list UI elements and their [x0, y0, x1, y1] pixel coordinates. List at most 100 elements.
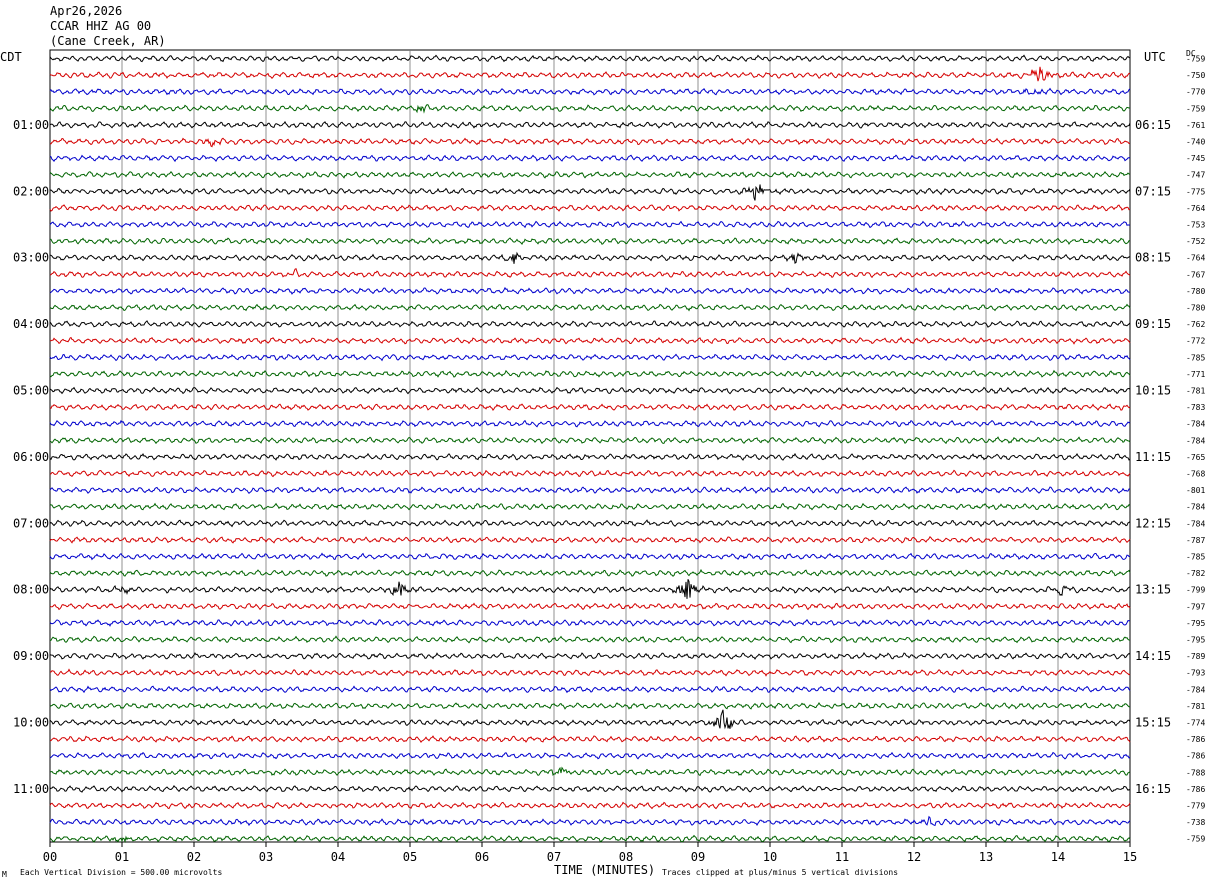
seismic-trace: [49, 170, 1131, 179]
left-hour-label: 05:00: [13, 384, 49, 398]
left-hour-label: 08:00: [13, 583, 49, 597]
right-hour-label: 06:15: [1135, 118, 1171, 132]
dc-offset-label: -759: [1186, 835, 1205, 844]
dc-offset-label: -764: [1186, 254, 1205, 263]
dc-offset-label: -795: [1186, 619, 1205, 628]
dc-offset-label: -759: [1186, 55, 1205, 64]
dc-offset-label: -787: [1186, 536, 1205, 545]
dc-offset-label: -789: [1186, 652, 1205, 661]
dc-offset-label: -799: [1186, 586, 1205, 595]
dc-offset-label: -786: [1186, 735, 1205, 744]
plot-frame: [49, 49, 1131, 843]
seismic-trace: [49, 519, 1131, 528]
seismic-trace: [49, 286, 1131, 295]
seismic-trace: [49, 452, 1131, 461]
x-tick-label: 05: [403, 850, 417, 864]
dc-offset-label: -765: [1186, 453, 1205, 462]
seismic-trace: [49, 137, 1131, 148]
x-tick-label: 10: [763, 850, 777, 864]
seismic-trace: [49, 635, 1131, 644]
seismic-trace: [49, 486, 1131, 495]
seismic-trace: [49, 568, 1131, 578]
dc-offset-label: -795: [1186, 636, 1205, 645]
seismic-trace: [49, 469, 1131, 478]
dc-offset-label: -781: [1186, 387, 1205, 396]
dc-offset-label: -764: [1186, 204, 1205, 213]
seismic-trace: [49, 204, 1131, 212]
seismic-trace: [49, 184, 1131, 201]
left-hour-label: 10:00: [13, 716, 49, 730]
dc-offset-label: -762: [1186, 320, 1205, 329]
seismic-trace: [49, 652, 1131, 660]
right-hour-label: 10:15: [1135, 384, 1171, 398]
dc-offset-label: -740: [1186, 138, 1205, 147]
seismic-trace: [49, 536, 1131, 544]
right-hour-label: 11:15: [1135, 450, 1171, 464]
left-hour-label: 02:00: [13, 184, 49, 198]
seismic-trace: [49, 154, 1131, 163]
seismic-trace: [49, 353, 1131, 362]
seismic-trace: [49, 801, 1131, 810]
seismic-trace: [49, 386, 1131, 395]
scale-note: Each Vertical Division = 500.00 microvol…: [20, 868, 223, 877]
left-hour-label: 04:00: [13, 317, 49, 331]
seismic-trace: [49, 66, 1131, 82]
x-tick-label: 11: [835, 850, 849, 864]
right-hour-label: 15:15: [1135, 716, 1171, 730]
seismic-trace: [49, 303, 1131, 312]
seismic-trace: [50, 668, 1131, 677]
seismic-trace: [49, 320, 1131, 328]
left-timezone-label: CDT: [0, 50, 22, 64]
dc-offset-label: -767: [1186, 270, 1205, 279]
x-tick-label: 13: [979, 850, 993, 864]
x-axis-label: TIME (MINUTES): [554, 863, 656, 877]
seismic-trace: [49, 834, 1131, 844]
dc-offset-label: -750: [1186, 71, 1205, 80]
x-tick-label: 12: [907, 850, 921, 864]
dc-offset-label: -780: [1186, 304, 1205, 313]
seismic-trace: [49, 579, 1131, 599]
seismic-trace: [49, 87, 1131, 96]
x-tick-label: 02: [187, 850, 201, 864]
right-hour-label: 14:15: [1135, 649, 1171, 663]
corner-mark: M: [2, 870, 7, 879]
header-date: Apr26,2026: [50, 4, 123, 18]
left-hour-label: 03:00: [13, 251, 49, 265]
dc-offset-label: -784: [1186, 436, 1205, 445]
left-hour-label: 07:00: [13, 516, 49, 530]
dc-offset-label: -784: [1186, 420, 1205, 429]
seismic-trace: [49, 751, 1131, 760]
dc-offset-label: -785: [1186, 353, 1205, 362]
dc-offset-label: -772: [1186, 337, 1205, 346]
dc-offset-label: -782: [1186, 569, 1205, 578]
seismic-trace: [49, 618, 1131, 627]
seismic-trace: [49, 120, 1131, 129]
right-hour-label: 09:15: [1135, 317, 1171, 331]
dc-offset-label: -784: [1186, 685, 1205, 694]
dc-offset-label: -768: [1186, 470, 1205, 479]
dc-offset-label: -753: [1186, 221, 1205, 230]
x-tick-label: 01: [115, 850, 129, 864]
seismic-trace: [49, 602, 1131, 611]
dc-offset-label: -779: [1186, 802, 1205, 811]
right-hour-label: 07:15: [1135, 184, 1171, 198]
seismic-trace: [50, 336, 1131, 345]
right-hour-label: 16:15: [1135, 782, 1171, 796]
seismic-trace: [49, 436, 1131, 445]
seismic-trace: [49, 766, 1131, 777]
dc-offset-label: -775: [1186, 187, 1205, 196]
x-tick-label: 03: [259, 850, 273, 864]
right-hour-label: 08:15: [1135, 251, 1171, 265]
seismic-trace: [49, 552, 1131, 561]
x-tick-label: 14: [1051, 850, 1065, 864]
seismic-trace: [49, 702, 1131, 710]
dc-offset-label: -745: [1186, 154, 1205, 163]
seismic-trace: [49, 267, 1131, 279]
seismic-trace: [49, 419, 1131, 428]
seismic-trace: [49, 709, 1131, 730]
left-hour-label: 06:00: [13, 450, 49, 464]
dc-offset-label: -786: [1186, 752, 1205, 761]
dc-offset-label: -788: [1186, 768, 1205, 777]
x-tick-label: 07: [547, 850, 561, 864]
